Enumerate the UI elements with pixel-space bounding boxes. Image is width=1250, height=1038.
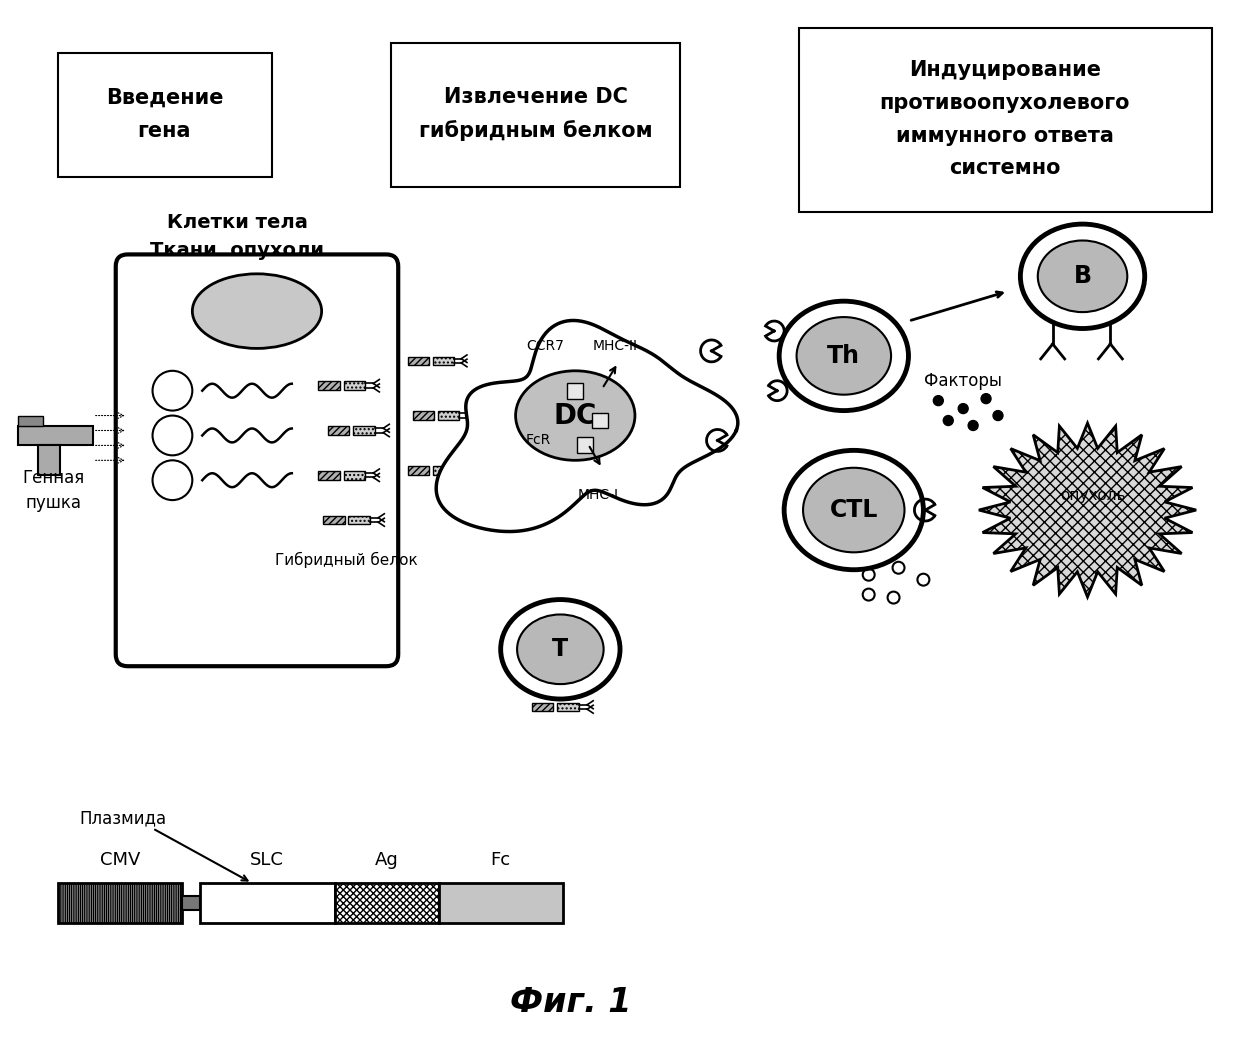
Circle shape	[934, 395, 944, 406]
Bar	[438, 411, 459, 419]
Circle shape	[981, 393, 991, 404]
Text: Fc: Fc	[490, 851, 511, 869]
Bar	[799, 28, 1211, 212]
Text: FcR: FcR	[526, 434, 551, 447]
Text: Индуцирование
противоопухолевого
иммунного ответа
системно: Индуцирование противоопухолевого иммунно…	[880, 60, 1130, 179]
Bar	[335, 883, 439, 923]
Ellipse shape	[802, 468, 905, 552]
Text: B: B	[1074, 265, 1091, 289]
Text: CMV: CMV	[100, 851, 140, 869]
Bar	[344, 381, 365, 390]
Ellipse shape	[779, 301, 909, 411]
Bar	[39, 445, 60, 475]
Bar	[432, 357, 454, 365]
Bar	[414, 411, 434, 419]
Bar	[432, 466, 454, 474]
Bar	[391, 43, 680, 187]
Bar	[200, 883, 335, 923]
Bar	[58, 883, 182, 923]
Bar	[531, 703, 554, 711]
Text: Ag: Ag	[375, 851, 399, 869]
Bar	[328, 426, 350, 435]
Bar	[182, 896, 200, 910]
Text: MHC-II: MHC-II	[592, 339, 638, 353]
Text: Гибридный белок: Гибридный белок	[275, 552, 418, 568]
Bar	[578, 437, 594, 454]
Bar	[318, 471, 340, 480]
Ellipse shape	[518, 614, 604, 684]
Ellipse shape	[796, 317, 891, 394]
Bar	[58, 53, 272, 176]
Ellipse shape	[192, 274, 321, 349]
Bar	[354, 426, 375, 435]
Bar	[439, 883, 564, 923]
Text: SLC: SLC	[250, 851, 284, 869]
Ellipse shape	[501, 600, 620, 699]
Text: Фиг. 1: Фиг. 1	[510, 986, 631, 1019]
Bar	[568, 383, 584, 399]
Text: DC: DC	[554, 402, 598, 430]
Bar	[592, 412, 608, 429]
Text: опухоль: опухоль	[1060, 488, 1125, 502]
Ellipse shape	[1020, 224, 1145, 328]
Text: Извлечение DC
гибридным белком: Извлечение DC гибридным белком	[419, 87, 652, 141]
Bar	[409, 357, 429, 365]
Bar	[322, 516, 345, 524]
FancyBboxPatch shape	[116, 254, 399, 666]
Text: Th: Th	[828, 344, 860, 367]
Text: Клетки тела
Ткани  опухоли: Клетки тела Ткани опухоли	[150, 213, 324, 261]
Polygon shape	[979, 424, 1196, 597]
Bar	[19, 426, 92, 445]
Bar	[409, 466, 429, 474]
Ellipse shape	[1038, 241, 1128, 312]
Ellipse shape	[515, 371, 635, 460]
Circle shape	[944, 415, 954, 426]
Circle shape	[959, 404, 969, 413]
Bar	[558, 703, 579, 711]
Polygon shape	[436, 321, 738, 531]
Text: MHC-I: MHC-I	[578, 488, 619, 502]
Circle shape	[992, 411, 1002, 420]
Text: Факторы: Факторы	[924, 372, 1003, 389]
Text: CTL: CTL	[830, 498, 877, 522]
Bar	[19, 415, 44, 426]
Bar	[318, 381, 340, 390]
Text: Введение
гена: Введение гена	[106, 88, 224, 140]
Bar	[349, 516, 370, 524]
Text: Плазмида: Плазмида	[79, 810, 166, 827]
Text: T: T	[552, 637, 569, 661]
Circle shape	[969, 420, 978, 431]
Text: Генная
пушка: Генная пушка	[22, 468, 84, 512]
Ellipse shape	[784, 450, 924, 570]
Text: CCR7: CCR7	[526, 339, 564, 353]
Bar	[344, 471, 365, 480]
